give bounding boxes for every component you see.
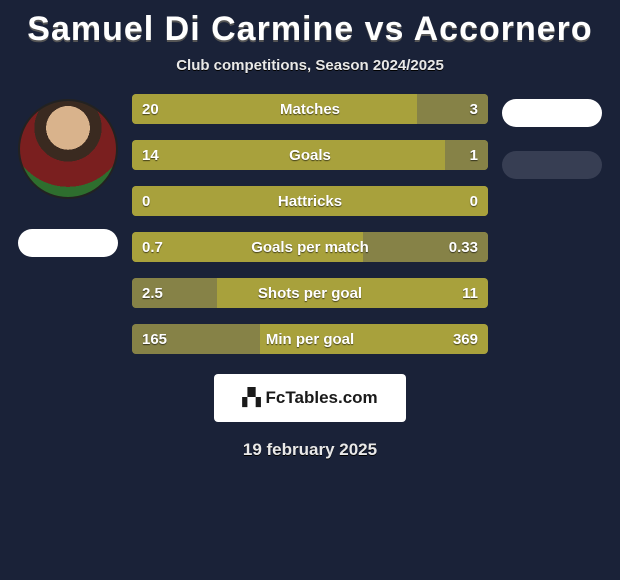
stat-row: 2.5 Shots per goal 11 xyxy=(132,278,488,308)
player-right-name-pill-1 xyxy=(502,99,602,127)
stat-label: Shots per goal xyxy=(258,285,362,302)
stat-value-left: 2.5 xyxy=(142,285,163,302)
player-right-name-pill-2 xyxy=(502,151,602,179)
stat-label: Matches xyxy=(280,101,340,118)
stat-bar-left xyxy=(132,94,417,124)
brand-text: FcTables.com xyxy=(266,388,378,407)
stat-value-left: 165 xyxy=(142,331,167,348)
stat-row: 165 Min per goal 369 xyxy=(132,324,488,354)
card-title: Samuel Di Carmine vs Accornero xyxy=(0,10,620,49)
stat-row: 0 Hattricks 0 xyxy=(132,186,488,216)
stat-label: Goals xyxy=(289,147,331,164)
stat-value-right: 11 xyxy=(462,285,478,302)
stat-value-right: 0 xyxy=(470,193,478,210)
comparison-card: Samuel Di Carmine vs Accornero Club comp… xyxy=(0,0,620,460)
stat-value-right: 369 xyxy=(453,331,478,348)
player-left-avatar xyxy=(18,99,118,199)
stat-value-left: 20 xyxy=(142,101,159,118)
stats-column: 20 Matches 3 14 Goals 1 0 Hattricks 0 0.7 Goals pe… xyxy=(128,94,492,370)
stat-label: Goals per match xyxy=(251,239,369,256)
stat-label: Min per goal xyxy=(266,331,354,348)
main-row: 20 Matches 3 14 Goals 1 0 Hattricks 0 0.7 Goals pe… xyxy=(0,94,620,370)
stat-bar-right xyxy=(445,140,488,170)
brand-logo-icon: ▞▚ xyxy=(242,388,258,408)
stat-value-right: 1 xyxy=(470,147,478,164)
stat-label: Hattricks xyxy=(278,193,342,210)
stat-value-left: 0.7 xyxy=(142,239,163,256)
date-text: 19 february 2025 xyxy=(0,440,620,460)
card-subtitle: Club competitions, Season 2024/2025 xyxy=(0,57,620,74)
stat-value-right: 0.33 xyxy=(449,239,478,256)
player-left-name-pill xyxy=(18,229,118,257)
stat-value-left: 14 xyxy=(142,147,159,164)
player-left-column xyxy=(8,94,128,257)
stat-row: 0.7 Goals per match 0.33 xyxy=(132,232,488,262)
stat-row: 14 Goals 1 xyxy=(132,140,488,170)
footer: ▞▚ FcTables.com 19 february 2025 xyxy=(0,374,620,460)
stat-value-left: 0 xyxy=(142,193,150,210)
brand-badge: ▞▚ FcTables.com xyxy=(214,374,405,422)
stat-value-right: 3 xyxy=(470,101,478,118)
player-right-column xyxy=(492,94,612,203)
stat-row: 20 Matches 3 xyxy=(132,94,488,124)
